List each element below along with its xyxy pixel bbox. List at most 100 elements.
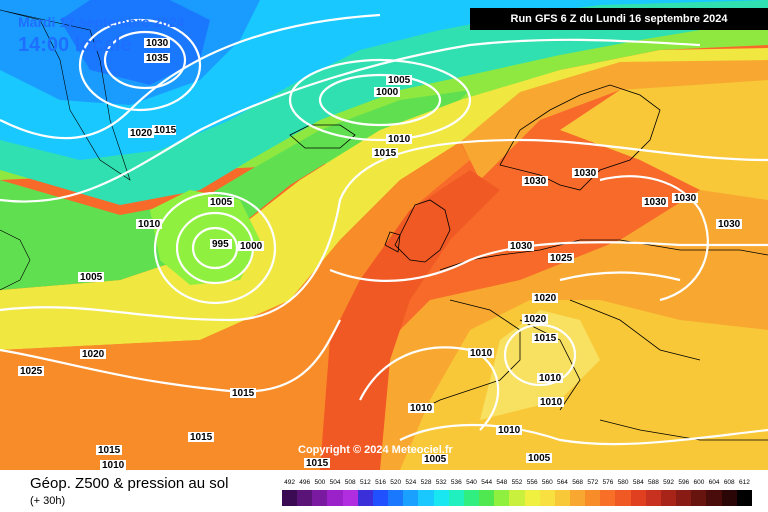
legend-tick: 516 [375,479,386,486]
isobar-label: 1030 [510,241,533,252]
legend-swatch [585,490,601,506]
legend-swatch [539,490,555,506]
legend-tick: 612 [738,479,750,486]
band-yellow-ne [560,75,768,200]
legend-swatch [357,490,373,506]
legend-tick: 600 [693,479,705,486]
forecast-date: Mardi 17 septembre 2024 [18,14,185,30]
copyright-notice: Copyright © 2024 Meteociel.fr [298,444,453,456]
legend-swatch [297,490,313,506]
isobar-label: 1015 [374,148,397,159]
ireland-outline [384,231,401,253]
legend-tick: 608 [723,479,735,486]
legend-tick: 556 [526,479,538,486]
map-canvas: 1030 1035 1020 1015 1005 1000 1010 1015 … [0,0,768,470]
legend-tick: 580 [617,479,629,486]
legend-tick: 536 [450,479,462,486]
isobar-label: 1005 [424,454,447,465]
isobar-label: 1015 [534,333,557,344]
isobar-label: 1015 [232,388,255,399]
map-footer: Géop. Z500 & pression au sol (+ 30h) 492… [0,470,768,512]
isobar-label: 1025 [20,366,43,377]
legend-tick: 512 [359,479,371,486]
legend-tick: 508 [344,479,356,486]
isobar-label: 1010 [102,460,125,470]
band-orange-atlantic [0,142,470,470]
isobar-label: 1005 [210,197,233,208]
legend-tick: 520 [390,479,402,486]
isobar-label: 1030 [524,176,547,187]
legend-swatch [736,490,752,506]
isobar-label: 995 [212,239,229,250]
legend-tick: 564 [557,479,568,486]
legend-swatch [600,490,616,506]
isobar-label: 1035 [146,53,169,64]
legend-swatch [676,490,692,506]
legend-tick: 604 [708,479,720,486]
legend-tick: 588 [648,479,659,486]
british-isles-outline [394,199,451,263]
isobar-label: 1015 [154,125,177,136]
legend-swatch [721,490,737,506]
legend-tick: 576 [602,479,614,486]
isobar-label: 1010 [540,397,563,408]
isobar-label: 1010 [388,134,411,145]
legend-swatch [312,490,328,506]
legend-tick: 548 [496,479,508,486]
legend-swatch [615,490,631,506]
band-red-atlantic [320,170,500,470]
legend-swatch [388,490,404,506]
legend-tick: 528 [420,479,432,486]
legend-tick: 496 [299,479,311,486]
forecast-map: 1030 1035 1020 1015 1005 1000 1010 1015 … [0,0,768,470]
forecast-offset: (+ 30h) [30,495,66,507]
legend-swatch [448,490,464,506]
legend-swatch [418,490,434,506]
na-coast-outline [0,229,31,291]
isobar-label: 1025 [550,253,573,264]
legend-swatch [463,490,480,506]
legend-swatch [479,490,495,506]
legend-tick: 524 [405,479,417,486]
legend-tick: 540 [466,479,477,486]
legend-swatch [630,490,646,506]
legend-tick: 592 [663,479,675,486]
legend-tick: 500 [314,479,326,486]
scandinavia-outline [499,84,661,191]
isobar-label: 1015 [306,458,329,469]
legend-swatch [433,490,449,506]
isobar-label: 1010 [410,403,433,414]
legend-tick: 544 [481,479,493,486]
legend-tick: 532 [435,479,447,486]
isobar-label: 1010 [138,219,161,230]
legend-tick: 584 [632,479,644,486]
legend-swatch [372,490,389,506]
isobar-label: 1010 [470,348,493,359]
legend-swatch [524,490,540,506]
isobar-label: 1030 [146,38,169,49]
isobar-label: 1015 [190,432,213,443]
band-light-yellow [480,310,600,420]
legend-swatch [691,490,707,506]
isobar-label: 1030 [644,197,667,208]
band-yellow-core [400,300,768,470]
legend-swatch [403,490,419,506]
legend-tick: 552 [511,479,523,486]
band-green-mid [0,90,470,290]
isobar-label: 1005 [388,75,411,86]
legend-swatch [706,490,722,506]
legend-swatch [569,490,586,506]
isobar-label: 1020 [82,349,105,360]
legend-swatch [660,490,677,506]
isobar-label: 1020 [130,128,153,139]
legend-swatch [554,490,570,506]
legend-tick: 568 [572,479,584,486]
isobar-label: 1005 [80,272,103,283]
legend-swatch [494,490,510,506]
legend-swatch [509,490,525,506]
legend-swatch [645,490,661,506]
parameter-title: Géop. Z500 & pression au sol [30,475,229,492]
isobar-label: 1005 [528,453,551,464]
legend-swatch [282,490,298,506]
isobar-label: 1020 [534,293,557,304]
